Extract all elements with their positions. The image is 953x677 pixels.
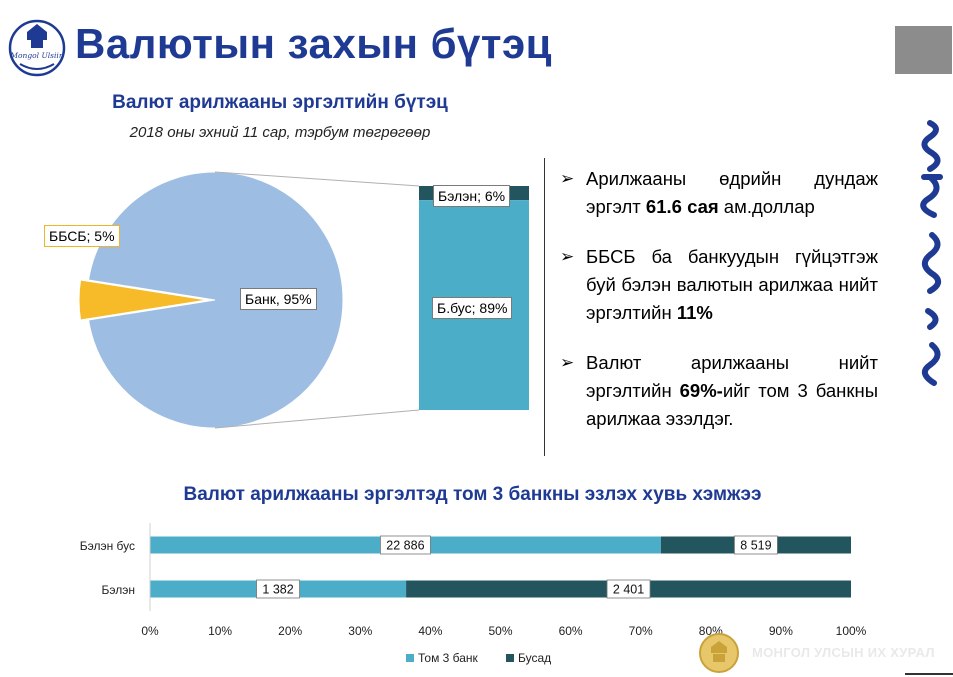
vertical-divider — [544, 158, 545, 456]
decorative-block — [895, 26, 952, 74]
data-label: 8 519 — [740, 539, 771, 553]
legend-label: Том 3 банк — [418, 651, 479, 665]
svg-text:Mongol Ulsiin: Mongol Ulsiin — [9, 51, 63, 60]
x-tick-label: 0% — [141, 624, 159, 638]
category-label: Бэлэн — [102, 583, 136, 597]
x-tick-label: 10% — [208, 624, 232, 638]
data-label-box — [256, 579, 300, 599]
arrow-bullet-icon: ➢ — [560, 169, 575, 188]
pie-slice-label-bbsb: ББСБ; 5% — [44, 225, 120, 247]
data-label: 2 401 — [613, 583, 644, 597]
data-label-box — [380, 535, 431, 555]
legend-label: Бусад — [518, 651, 551, 665]
pie-chart-subtitle: 2018 оны эхний 11 сар, тэрбум төгрөгөөр — [129, 124, 431, 141]
x-tick-label: 100% — [836, 624, 867, 638]
key-point: ➢ Валют арилжааны нийт эргэлтийн 69%-ийг… — [560, 349, 878, 433]
legend-swatch — [406, 654, 414, 662]
x-tick-label: 50% — [488, 624, 512, 638]
pie-slice-bbsb — [78, 279, 208, 321]
connector-line — [214, 409, 420, 429]
parliament-logo-icon: Mongol Ulsiin — [8, 19, 66, 77]
emblem-icon — [699, 633, 739, 673]
breakdown-label-cash: Бэлэн; 6% — [433, 185, 511, 207]
legend-swatch — [506, 654, 514, 662]
data-label-box — [734, 535, 778, 555]
arrow-bullet-icon: ➢ — [560, 353, 575, 372]
bar-chart-title: Валют арилжааны эргэлтэд том 3 банкны эз… — [183, 484, 762, 505]
footer-text: МОНГОЛ УЛСЫН ИХ ХУРАЛ — [752, 645, 935, 660]
breakdown-label-noncash: Б.бус; 89% — [432, 297, 513, 319]
x-tick-label: 90% — [769, 624, 793, 638]
stacked-bar-chart: Бэлэн бус Бэлэн 22 886 8 519 1 382 2 401 0% 10%… — [80, 523, 867, 665]
key-points-list: ➢ Арилжааны өдрийн дундаж эргэлт 61.6 са… — [560, 165, 878, 455]
connector-line — [214, 171, 420, 187]
data-label: 1 382 — [262, 583, 293, 597]
x-tick-label: 70% — [629, 624, 653, 638]
footer-line — [905, 673, 953, 675]
key-point: ➢ ББСБ ба банкуудын гүйцэтгэж буй бэлэн … — [560, 243, 878, 327]
x-tick-label: 60% — [559, 624, 583, 638]
x-tick-label: 20% — [278, 624, 302, 638]
key-point: ➢ Арилжааны өдрийн дундаж эргэлт 61.6 са… — [560, 165, 878, 221]
page-title: Валютын захын бүтэц — [75, 20, 552, 67]
x-tick-label: 40% — [418, 624, 442, 638]
data-label-box — [606, 579, 651, 599]
category-label: Бэлэн бус — [80, 539, 135, 553]
pie-slice-bank — [88, 171, 344, 429]
x-tick-label: 30% — [348, 624, 372, 638]
pie-chart-title: Валют арилжааны эргэлтийн бүтэц — [112, 92, 448, 113]
arrow-bullet-icon: ➢ — [560, 247, 575, 266]
mongolian-script-decoration — [920, 120, 943, 386]
data-label: 22 886 — [386, 539, 424, 553]
pie-slice-label-bank: Банк, 95% — [240, 288, 317, 310]
